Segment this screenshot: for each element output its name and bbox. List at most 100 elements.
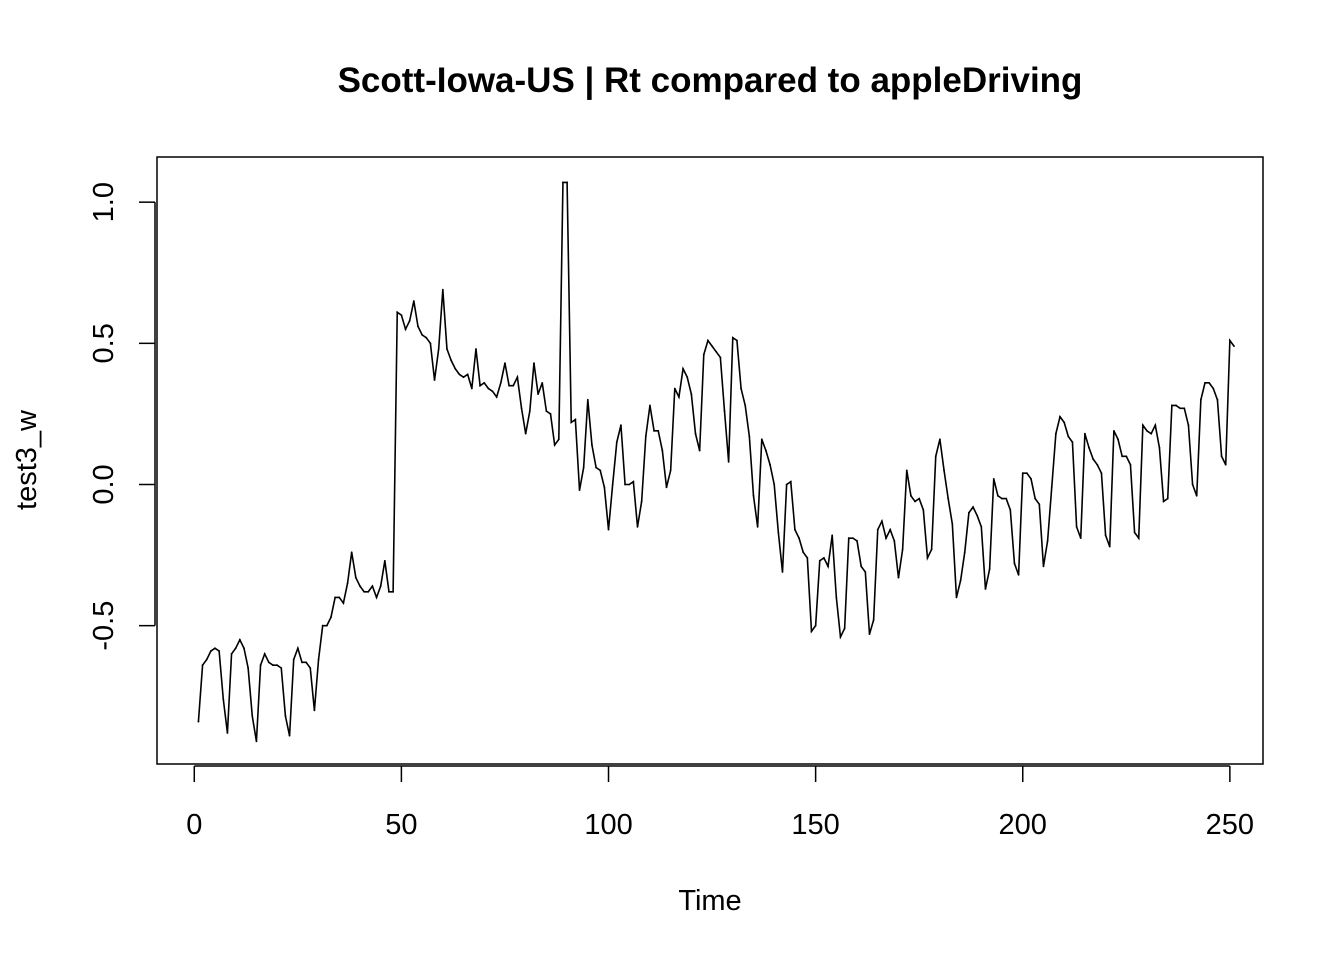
- data-point: [1063, 421, 1066, 424]
- data-point: [934, 455, 937, 458]
- data-point: [417, 325, 419, 328]
- data-point: [1038, 503, 1041, 506]
- data-point: [276, 664, 279, 667]
- data-point: [678, 396, 680, 398]
- data-point: [864, 571, 867, 573]
- series-line: [197, 181, 1235, 742]
- data-point: [1112, 429, 1115, 432]
- data-point: [860, 565, 863, 568]
- x-tick-label: 150: [791, 809, 839, 841]
- data-point: [1046, 540, 1049, 542]
- data-point: [566, 181, 568, 184]
- data-point: [748, 435, 751, 438]
- data-point: [1025, 472, 1028, 475]
- data-point: [363, 590, 366, 593]
- data-point: [852, 537, 854, 540]
- data-point: [996, 494, 999, 497]
- data-point: [711, 345, 713, 348]
- data-point: [338, 596, 341, 599]
- data-point: [930, 548, 933, 551]
- data-point: [1121, 455, 1124, 458]
- data-point: [843, 627, 846, 630]
- data-point: [396, 311, 399, 314]
- y-tick-label: 1.0: [88, 182, 120, 222]
- data-point: [839, 636, 842, 638]
- data-point: [794, 528, 796, 531]
- data-point: [951, 523, 954, 525]
- data-point: [1158, 446, 1161, 449]
- data-point: [247, 667, 250, 669]
- data-point: [400, 314, 403, 316]
- data-point: [1075, 525, 1078, 528]
- data-point: [636, 525, 639, 528]
- data-point: [802, 551, 805, 554]
- data-point: [1117, 438, 1119, 441]
- data-point: [1154, 424, 1157, 427]
- data-point: [421, 333, 424, 336]
- data-point: [570, 421, 573, 424]
- data-point: [1179, 407, 1182, 410]
- x-tick-label: 250: [1206, 809, 1254, 841]
- data-point: [367, 590, 370, 593]
- data-point: [504, 362, 506, 364]
- data-point: [806, 557, 809, 559]
- data-point: [350, 551, 353, 554]
- data-point: [785, 483, 788, 486]
- data-point: [454, 367, 457, 370]
- data-point: [673, 387, 676, 390]
- data-point: [624, 483, 626, 486]
- data-point: [810, 630, 813, 633]
- data-point: [346, 582, 349, 585]
- data-point: [404, 328, 407, 331]
- data-point: [1187, 424, 1190, 427]
- data-point: [508, 384, 510, 387]
- data-point: [483, 381, 486, 384]
- data-point: [702, 353, 705, 356]
- data-point: [1133, 531, 1136, 534]
- data-point: [694, 432, 697, 435]
- data-point: [487, 387, 490, 390]
- data-point: [392, 590, 395, 593]
- data-point: [611, 483, 614, 486]
- data-point: [342, 602, 345, 604]
- data-point: [1009, 509, 1012, 511]
- data-point: [831, 534, 834, 537]
- data-point: [238, 638, 241, 641]
- data-point: [976, 514, 979, 517]
- data-point: [972, 506, 974, 508]
- data-point: [591, 444, 593, 446]
- data-point: [868, 633, 871, 636]
- data-point: [1141, 424, 1144, 427]
- data-point: [777, 531, 780, 534]
- data-point: [1034, 497, 1037, 500]
- data-point: [1071, 441, 1074, 444]
- data-point: [893, 540, 896, 542]
- data-point: [1233, 345, 1235, 348]
- data-point: [586, 398, 589, 401]
- data-point: [412, 300, 415, 302]
- data-point: [1175, 404, 1177, 407]
- data-point: [814, 624, 817, 627]
- data-point: [719, 356, 722, 359]
- data-point: [280, 667, 283, 669]
- data-point: [1137, 537, 1140, 540]
- data-point: [690, 393, 693, 396]
- data-point: [226, 732, 229, 734]
- data-point: [582, 466, 585, 469]
- data-point: [823, 557, 825, 559]
- data-point: [665, 486, 668, 489]
- data-point: [897, 576, 900, 579]
- data-point: [458, 373, 461, 376]
- data-point: [1030, 477, 1032, 480]
- data-point: [1013, 562, 1016, 565]
- data-point: [528, 410, 531, 412]
- data-point: [1183, 407, 1186, 410]
- data-point: [615, 441, 618, 444]
- data-point: [607, 528, 610, 531]
- data-point: [827, 565, 829, 568]
- data-point: [901, 548, 904, 551]
- data-point: [499, 381, 502, 384]
- data-point: [1150, 432, 1153, 435]
- data-point: [963, 551, 966, 554]
- data-point: [947, 497, 950, 500]
